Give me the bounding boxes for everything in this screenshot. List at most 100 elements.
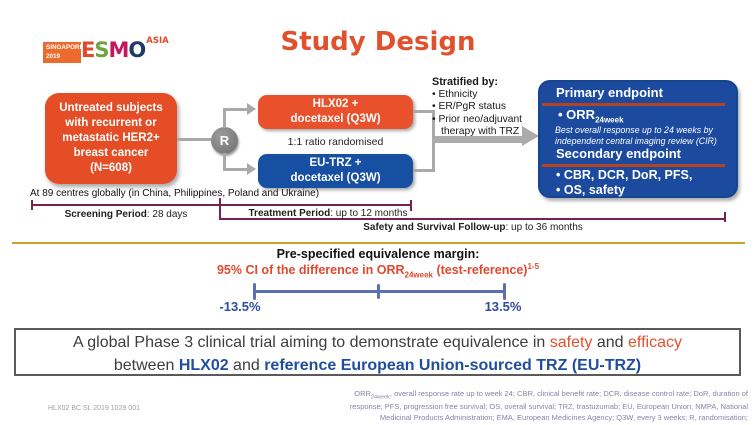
stratified-block: Stratified by: Ethnicity ER/PgR status P… <box>432 76 548 138</box>
summary-eutrz: reference European Union-sourced TRZ (EU… <box>264 356 642 374</box>
footnote-line: Medicinal Products Administration; EMA, … <box>379 412 748 422</box>
secondary-endpoint-items: • CBR, DCR, DoR, PFS, • OS, safety <box>556 168 692 198</box>
secondary-item: • CBR, DCR, DoR, PFS, <box>556 168 693 182</box>
summary-safety: safety <box>549 334 593 351</box>
population-line: (N=608) <box>90 162 132 175</box>
primary-endpoint-title: Primary endpoint <box>556 85 663 100</box>
timeline-tick <box>31 200 33 210</box>
ci-mid: (test-reference) <box>432 263 528 278</box>
connector-line <box>432 110 435 172</box>
connector-line <box>413 110 435 113</box>
stratified-item: ER/PgR status <box>432 101 548 113</box>
connector-line <box>223 111 226 128</box>
logo-singapore-label: SINGAPORE <box>46 44 84 51</box>
stratified-item: Prior neo/adjuvant therapy with TRZ <box>432 114 548 139</box>
treatment-period-label: Treatment Period: up to 12 months <box>238 208 418 219</box>
equivalence-ci-line: 95% CI of the difference in ORR24week (t… <box>0 262 756 280</box>
endpoints-box: Primary endpoint • ORR24week Best overal… <box>538 80 738 198</box>
ci-bracket-tick-center <box>377 284 380 299</box>
timeline-tick <box>724 212 726 222</box>
stratified-item: Ethnicity <box>432 89 548 101</box>
summary-text: A global Phase 3 clinical trial aiming t… <box>73 334 550 351</box>
ci-superscript: 1-5 <box>527 262 540 271</box>
arrow-right-icon <box>247 163 256 175</box>
followup-rest: : up to 36 months <box>505 222 583 233</box>
ci-bracket-tick-right <box>503 283 506 300</box>
arm2-box: EU-TRZ + docetaxel (Q3W) <box>258 154 413 188</box>
esmo-letter-e: E <box>81 38 95 62</box>
arm1-line: HLX02 + <box>312 98 359 111</box>
equivalence-margin-heading: Pre-specified equivalence margin: <box>276 247 480 261</box>
connector-line <box>413 169 435 172</box>
randomization-label: R <box>219 133 230 148</box>
summary-efficacy: efficacy <box>628 334 682 351</box>
followup-bold: Safety and Survival Follow-up <box>363 222 506 233</box>
summary-text: and <box>228 356 265 374</box>
orr-subscript: 24week <box>595 115 624 125</box>
ci-right-value: 13.5% <box>484 299 522 314</box>
note-line: independent central imaging review (CIR) <box>555 135 717 146</box>
footnote-orr-subscript: 24week <box>370 394 390 401</box>
abbreviations-footnote: ORR24week, overall response rate up to w… <box>300 389 748 423</box>
population-line: with recurrent or <box>65 116 157 129</box>
orr-label: • ORR <box>558 107 596 122</box>
endpoint-arrow-shaft <box>434 136 524 143</box>
logo-year-label: 2019 <box>46 53 61 61</box>
footnote-orr: ORR <box>354 389 371 398</box>
arm1-line: docetaxel (Q3W) <box>290 113 381 125</box>
arm2-line: EU-TRZ + <box>309 157 362 170</box>
arm2-line: docetaxel (Q3W) <box>290 172 381 184</box>
timeline-tick <box>410 200 412 211</box>
connector-line <box>223 108 247 111</box>
esmo-logo-year-box: SINGAPORE 2019 <box>43 42 84 63</box>
stratified-title: Stratified by: <box>432 76 498 88</box>
arrow-right-icon <box>247 103 256 115</box>
gold-divider <box>12 242 745 244</box>
primary-endpoint-item: • ORR24week <box>558 107 624 125</box>
page-title: Study Design <box>280 27 476 57</box>
treatment-period-bold: Treatment Period <box>248 208 331 219</box>
summary-text: between <box>113 356 179 374</box>
ci-bracket-line <box>254 290 506 293</box>
slide-code: HLX02 BC SL 2019 1029 001 <box>48 405 140 412</box>
ci-prefix: 95% CI of the difference in ORR <box>216 263 405 278</box>
connector-line <box>177 138 211 141</box>
followup-label: Safety and Survival Follow-up: up to 36 … <box>273 222 673 233</box>
population-box: Untreated subjects with recurrent or met… <box>45 93 177 184</box>
esmo-asia-label: ASIA <box>146 36 169 46</box>
timeline-tick <box>219 212 221 220</box>
arm1-box: HLX02 + docetaxel (Q3W) <box>258 95 413 129</box>
ci-subscript: 24week <box>404 270 433 280</box>
ci-left-value: -13.5% <box>219 299 261 314</box>
population-line: breast cancer <box>73 147 149 160</box>
screening-period-bold: Screening Period <box>64 209 147 220</box>
footnote-line: response; PFS, progression free survival… <box>349 402 748 412</box>
esmo-letter-m: M <box>108 38 129 62</box>
endpoint-divider <box>542 164 725 167</box>
ci-bracket-tick-left <box>253 283 256 300</box>
ratio-label: 1:1 ratio randomised <box>287 136 384 148</box>
secondary-endpoint-title: Secondary endpoint <box>556 146 681 161</box>
screening-period-label: Screening Period: 28 days <box>36 209 216 220</box>
summary-hlx02: HLX02 <box>178 356 229 374</box>
primary-endpoint-note: Best overall response up to 24 weeks by … <box>555 125 717 147</box>
centres-note: At 89 centres globally (in China, Philip… <box>30 188 320 199</box>
note-line: Best overall response up to 24 weeks by <box>555 125 713 135</box>
population-line: metastatic HER2+ <box>62 131 160 144</box>
screening-period-rest: : 28 days <box>146 209 188 220</box>
summary-text: and <box>592 334 629 351</box>
timeline-bracket-top <box>32 204 412 206</box>
connector-line <box>223 153 226 171</box>
timeline-bracket-bottom <box>220 218 726 220</box>
secondary-item: • OS, safety <box>556 183 625 197</box>
footnote-line: , overall response rate up to week 24; C… <box>389 389 748 398</box>
esmo-letter-o: O <box>128 38 146 62</box>
summary-box: A global Phase 3 clinical trial aiming t… <box>14 328 741 376</box>
population-line: Untreated subjects <box>59 101 163 114</box>
esmo-wordmark: ESMOASIA <box>81 36 169 62</box>
connector-line <box>223 168 247 171</box>
timeline-tick <box>219 198 221 212</box>
randomization-circle: R <box>211 127 238 154</box>
treatment-period-rest: : up to 12 months <box>330 208 408 219</box>
